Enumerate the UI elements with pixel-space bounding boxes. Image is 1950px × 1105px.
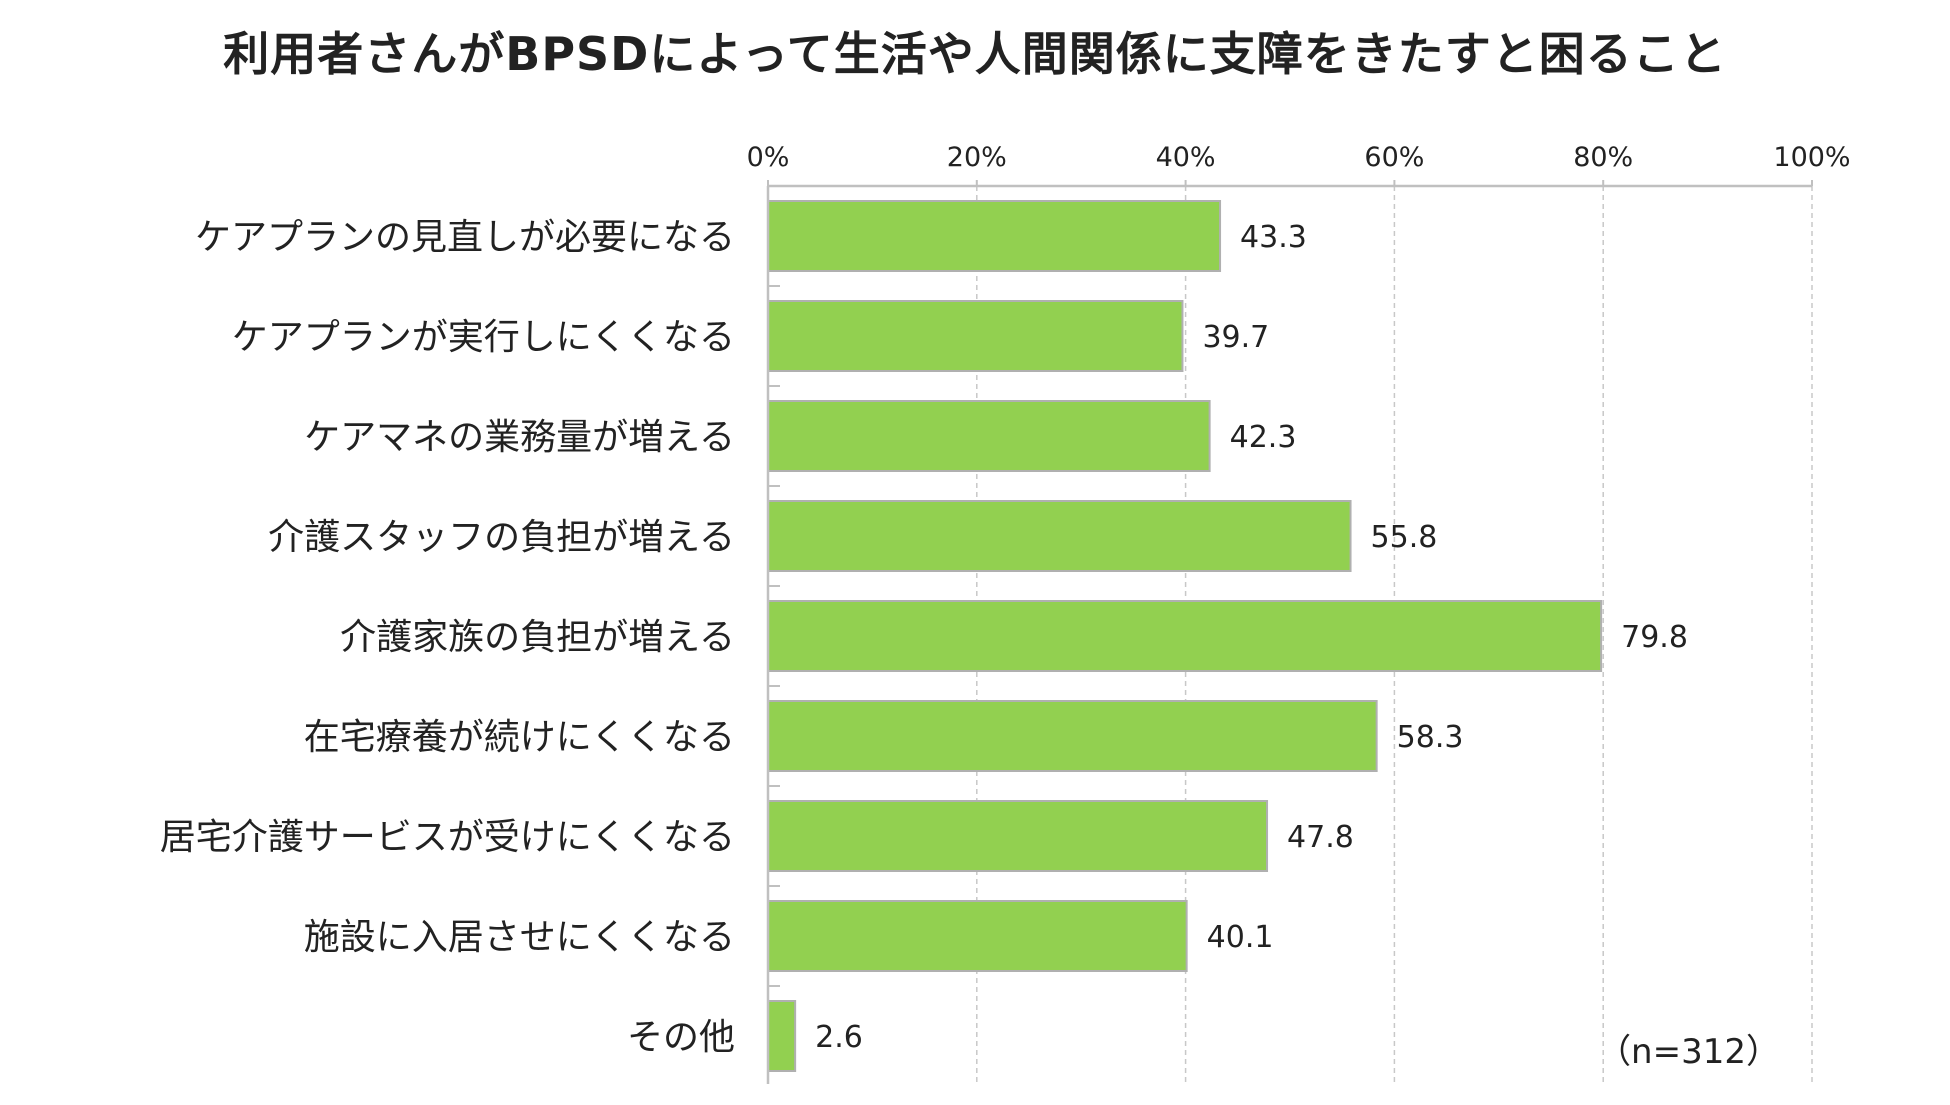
bar — [767, 200, 1222, 272]
x-tick-label: 0% — [747, 142, 790, 173]
data-label: 40.1 — [1207, 920, 1274, 955]
category-label: 居宅介護サービスが受けにくくなる — [160, 817, 735, 858]
bar — [767, 300, 1184, 372]
data-label: 47.8 — [1287, 820, 1354, 855]
category-label: 介護家族の負担が増える — [340, 617, 735, 658]
data-label: 79.8 — [1621, 620, 1688, 655]
data-label: 55.8 — [1371, 520, 1438, 555]
bar — [767, 600, 1603, 672]
category-label: その他 — [627, 1017, 735, 1058]
x-tick-label: 20% — [947, 142, 1007, 173]
data-label: 58.3 — [1397, 720, 1464, 755]
category-label: ケアプランの見直しが必要になる — [195, 217, 735, 258]
data-label: 42.3 — [1230, 420, 1297, 455]
category-label: 施設に入居させにくくなる — [304, 917, 735, 958]
bar-layer — [767, 200, 1603, 1072]
data-label: 39.7 — [1202, 320, 1269, 355]
bar — [767, 500, 1352, 572]
axis-layer — [766, 180, 1813, 1084]
bar — [767, 1000, 797, 1072]
x-tick-label: 80% — [1573, 142, 1633, 173]
bar — [767, 900, 1188, 972]
x-tick-label: 100% — [1773, 142, 1850, 173]
x-tick-label: 60% — [1364, 142, 1424, 173]
data-label: 2.6 — [815, 1020, 863, 1055]
bar — [767, 400, 1211, 472]
category-label: ケアプランが実行しにくくなる — [232, 317, 735, 358]
bar — [767, 800, 1269, 872]
data-label: 43.3 — [1240, 220, 1307, 255]
bar — [767, 700, 1378, 772]
category-label: 介護スタッフの負担が増える — [268, 517, 735, 558]
x-tick-label: 40% — [1156, 142, 1216, 173]
category-label: ケアマネの業務量が増える — [304, 417, 735, 458]
chart-title: 利用者さんがBPSDによって生活や人間関係に支障をきたすと困ること — [223, 27, 1727, 81]
category-label: 在宅療養が続けにくくなる — [304, 717, 735, 758]
label-layer: 0% 20% 40% 60% 80% 100% ケアプランの見直しが必要になる 43.3 ケアプ… — [160, 142, 1851, 1058]
sample-size-note: （n=312） — [1597, 1032, 1780, 1072]
